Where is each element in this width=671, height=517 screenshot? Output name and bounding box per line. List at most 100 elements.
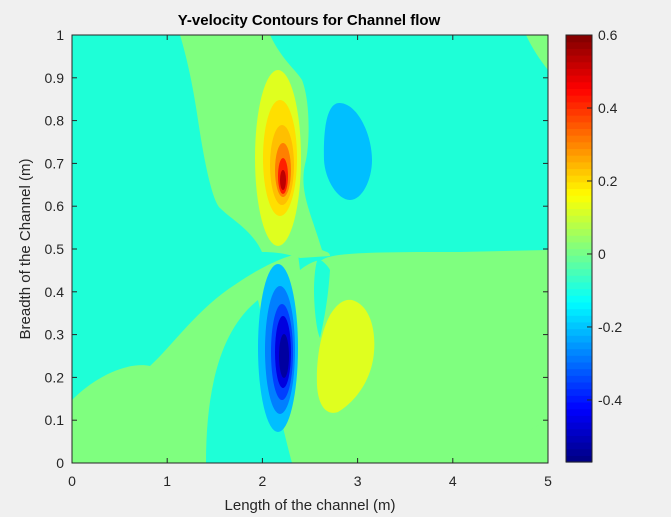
colorbar-segment (566, 288, 592, 296)
colorbar-segment (566, 195, 592, 203)
contour-field (72, 35, 548, 463)
colorbar-segment (566, 388, 592, 396)
colorbar-segment (566, 428, 592, 436)
colorbar-tick-label: -0.4 (598, 392, 622, 408)
y-tick-label: 0.3 (45, 327, 65, 343)
contour-edge-patch-bottom (530, 420, 548, 463)
x-tick-label: 2 (259, 473, 267, 489)
colorbar-segment (566, 95, 592, 103)
colorbar-segment (566, 35, 592, 43)
colorbar-segment (566, 61, 592, 69)
colorbar-segment (566, 381, 592, 390)
chart-title: Y-velocity Contours for Channel flow (178, 12, 441, 29)
x-axis-label: Length of the channel (m) (225, 497, 396, 514)
colorbar-segment (566, 161, 592, 170)
y-tick-label: 0.5 (45, 241, 65, 257)
colorbar-segment (566, 435, 592, 443)
y-tick-label: 0.8 (45, 113, 65, 129)
colorbar-segment (566, 115, 592, 123)
colorbar-frame (565, 34, 593, 463)
colorbar-tick-label: 0.6 (598, 27, 618, 43)
colorbar-segment (566, 295, 592, 303)
x-tick-label: 1 (163, 473, 171, 489)
colorbar-tick-label: 0.2 (598, 173, 618, 189)
colorbar-segment (566, 101, 592, 109)
y-tick-label: 0.2 (45, 369, 65, 385)
colorbar-segment (566, 188, 592, 196)
colorbar-segment (566, 201, 592, 210)
colorbar-segment (566, 88, 592, 96)
colorbar-segment (566, 215, 592, 223)
colorbar-segment (566, 121, 592, 130)
contour-lower-zero-region (72, 250, 548, 463)
colorbar-segment (566, 55, 592, 63)
colorbar-tick-label: -0.2 (598, 319, 622, 335)
colorbar-segment (566, 415, 592, 423)
colorbar-segment (566, 275, 592, 283)
colorbar-segment (566, 308, 592, 316)
colorbar-segment (566, 208, 592, 216)
y-tick-label: 0 (56, 455, 64, 471)
colorbar-segment (566, 355, 592, 363)
colorbar-segment (566, 228, 592, 236)
upper-right-negative-lobe (323, 102, 372, 200)
y-axis-label: Breadth of the Channel (m) (17, 159, 34, 340)
colorbar-segment (566, 448, 592, 456)
colorbar-segment (566, 261, 592, 270)
colorbar-segment (566, 315, 592, 323)
colorbar-segment (566, 221, 592, 230)
y-tick-label: 0.6 (45, 198, 65, 214)
colorbar-segment (566, 175, 592, 183)
colorbar-segment (566, 281, 592, 290)
lower-lobe-peak (279, 334, 289, 378)
colorbar-segment (566, 248, 592, 256)
colorbar-segment (566, 108, 592, 116)
contour-edge-patch-top (526, 35, 548, 70)
colorbar-segment (566, 301, 592, 310)
colorbar-tick-label: 0 (598, 246, 606, 262)
y-tick-label: 0.7 (45, 155, 65, 171)
colorbar-segment (566, 155, 592, 163)
y-tick-label: 0.4 (45, 284, 65, 300)
upper-lobe-peak (280, 170, 286, 190)
colorbar-segment (566, 81, 592, 89)
x-tick-label: 4 (449, 473, 457, 489)
y-tick-label: 0.1 (45, 412, 65, 428)
colorbar-segment (566, 241, 592, 250)
colorbar-segment (566, 395, 592, 403)
x-tick-label: 0 (68, 473, 76, 489)
colorbar-segment (566, 348, 592, 356)
colorbar-segment (566, 135, 592, 143)
y-axis: 0 0.1 0.2 0.3 0.4 0.5 0.6 0.7 0.8 0.9 1 (45, 27, 548, 471)
colorbar-segment (566, 235, 592, 243)
colorbar-segment (566, 181, 592, 190)
colorbar-segment (566, 328, 592, 336)
colorbar-segment (566, 375, 592, 383)
colorbar-segment (566, 408, 592, 416)
colorbar-segment (566, 401, 592, 410)
colorbar-segment (566, 128, 592, 136)
colorbar-segment (566, 341, 592, 350)
y-tick-label: 1 (56, 27, 64, 43)
colorbar-segment (566, 268, 592, 276)
lower-right-positive-lobe (316, 299, 375, 413)
contour-cyan-spur (314, 258, 330, 338)
colorbar-segment (566, 75, 592, 83)
colorbar-segment (566, 441, 592, 450)
colorbar-segment (566, 148, 592, 156)
colorbar-segment (566, 68, 592, 76)
colorbar-segment (566, 168, 592, 176)
y-tick-label: 0.9 (45, 70, 65, 86)
colorbar-segment (566, 48, 592, 56)
colorbar-segment (566, 368, 592, 376)
colorbar-segment (566, 455, 592, 463)
colorbar-segment (566, 41, 592, 49)
colorbar-segment (566, 361, 592, 370)
x-axis: 0 1 2 3 4 5 (68, 35, 552, 489)
colorbar-segment (566, 421, 592, 430)
x-tick-label: 3 (354, 473, 362, 489)
colorbar-segment (566, 255, 592, 263)
colorbar-segment (566, 321, 592, 330)
colorbar-tick-label: 0.4 (598, 100, 618, 116)
